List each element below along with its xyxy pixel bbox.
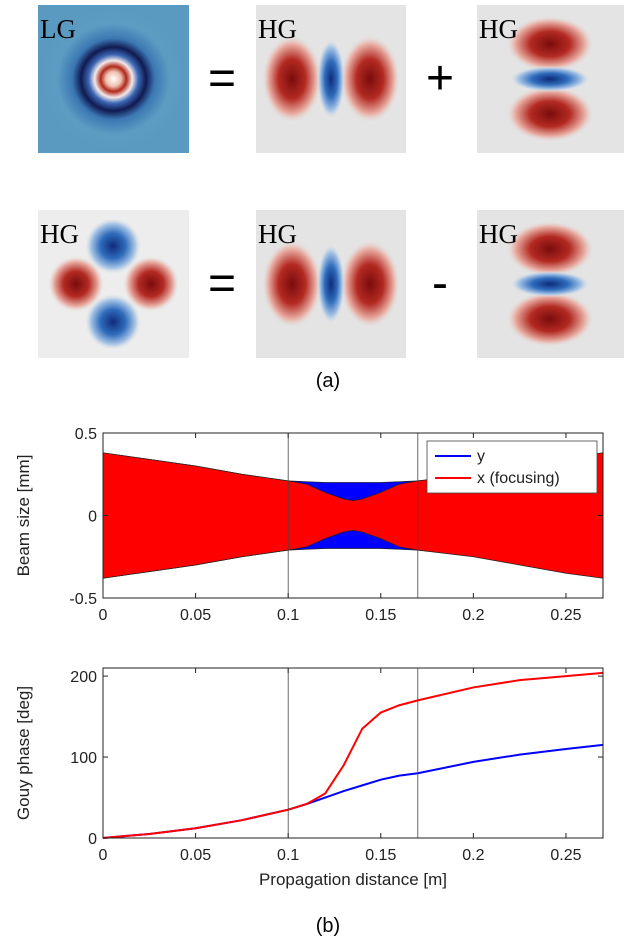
operator: - bbox=[432, 257, 448, 310]
mode-images bbox=[38, 5, 624, 358]
mode-image bbox=[477, 5, 624, 153]
chart: 0 0.05 0.1 0.15 0.2 0.25 0 100 200 Gouy phase [de… bbox=[14, 667, 604, 889]
mode-image bbox=[38, 210, 189, 358]
mode-image bbox=[38, 5, 189, 153]
x-tick-label: 0.05 bbox=[180, 847, 211, 864]
line bbox=[102, 743, 604, 839]
mode-label: HG bbox=[40, 219, 79, 249]
x-axis-label: Propagation distance [m] bbox=[259, 870, 447, 889]
mode-image bbox=[477, 210, 624, 358]
mode-label: HG bbox=[479, 14, 518, 44]
mode-label: HG bbox=[479, 219, 518, 249]
y-tick-label: 100 bbox=[70, 750, 97, 767]
mode-label: LG bbox=[40, 14, 76, 44]
plot-frame bbox=[102, 667, 604, 839]
legend-label: x (focusing) bbox=[477, 470, 560, 487]
mode-label: HG bbox=[258, 219, 297, 249]
x-tick-label: 0.1 bbox=[277, 847, 299, 864]
mode-name: HG bbox=[258, 14, 297, 44]
operator: = bbox=[208, 257, 236, 310]
x-tick-label: 0.15 bbox=[365, 607, 396, 624]
caption: (b) bbox=[316, 915, 340, 937]
x-tick-label: 0.1 bbox=[277, 607, 299, 624]
mode-label: HG bbox=[258, 14, 297, 44]
mode-name: HG bbox=[40, 219, 79, 249]
x-tick-label: 0 bbox=[99, 847, 108, 864]
y-tick-label: 0 bbox=[88, 509, 97, 526]
y-axis-label: Gouy phase [deg] bbox=[14, 686, 33, 820]
mode-name: HG bbox=[258, 219, 297, 249]
mode-name: HG bbox=[479, 14, 518, 44]
caption: (a) bbox=[316, 370, 340, 392]
mode-name: LG bbox=[40, 14, 76, 44]
x-tick-label: 0.25 bbox=[550, 847, 581, 864]
y-axis-label: Beam size [mm] bbox=[14, 455, 33, 577]
line bbox=[102, 671, 604, 839]
legend-label: y bbox=[477, 448, 485, 465]
y-tick-label: 0.5 bbox=[75, 426, 97, 443]
operator: + bbox=[426, 52, 454, 105]
y-tick-label: 200 bbox=[70, 669, 97, 686]
mode-image bbox=[256, 210, 406, 358]
x-tick-label: 0.25 bbox=[550, 607, 581, 624]
y-tick-label: -0.5 bbox=[69, 591, 97, 608]
operator: = bbox=[208, 52, 236, 105]
x-tick-label: 0.2 bbox=[462, 847, 484, 864]
legend: y x (focusing) bbox=[426, 440, 598, 494]
x-tick-label: 0 bbox=[99, 607, 108, 624]
x-tick-label: 0.05 bbox=[180, 607, 211, 624]
legend-box bbox=[426, 440, 598, 494]
mode-name: HG bbox=[479, 219, 518, 249]
x-tick-label: 0.15 bbox=[365, 847, 396, 864]
mode-image bbox=[256, 5, 406, 153]
x-tick-label: 0.2 bbox=[462, 607, 484, 624]
y-tick-label: 0 bbox=[88, 831, 97, 848]
